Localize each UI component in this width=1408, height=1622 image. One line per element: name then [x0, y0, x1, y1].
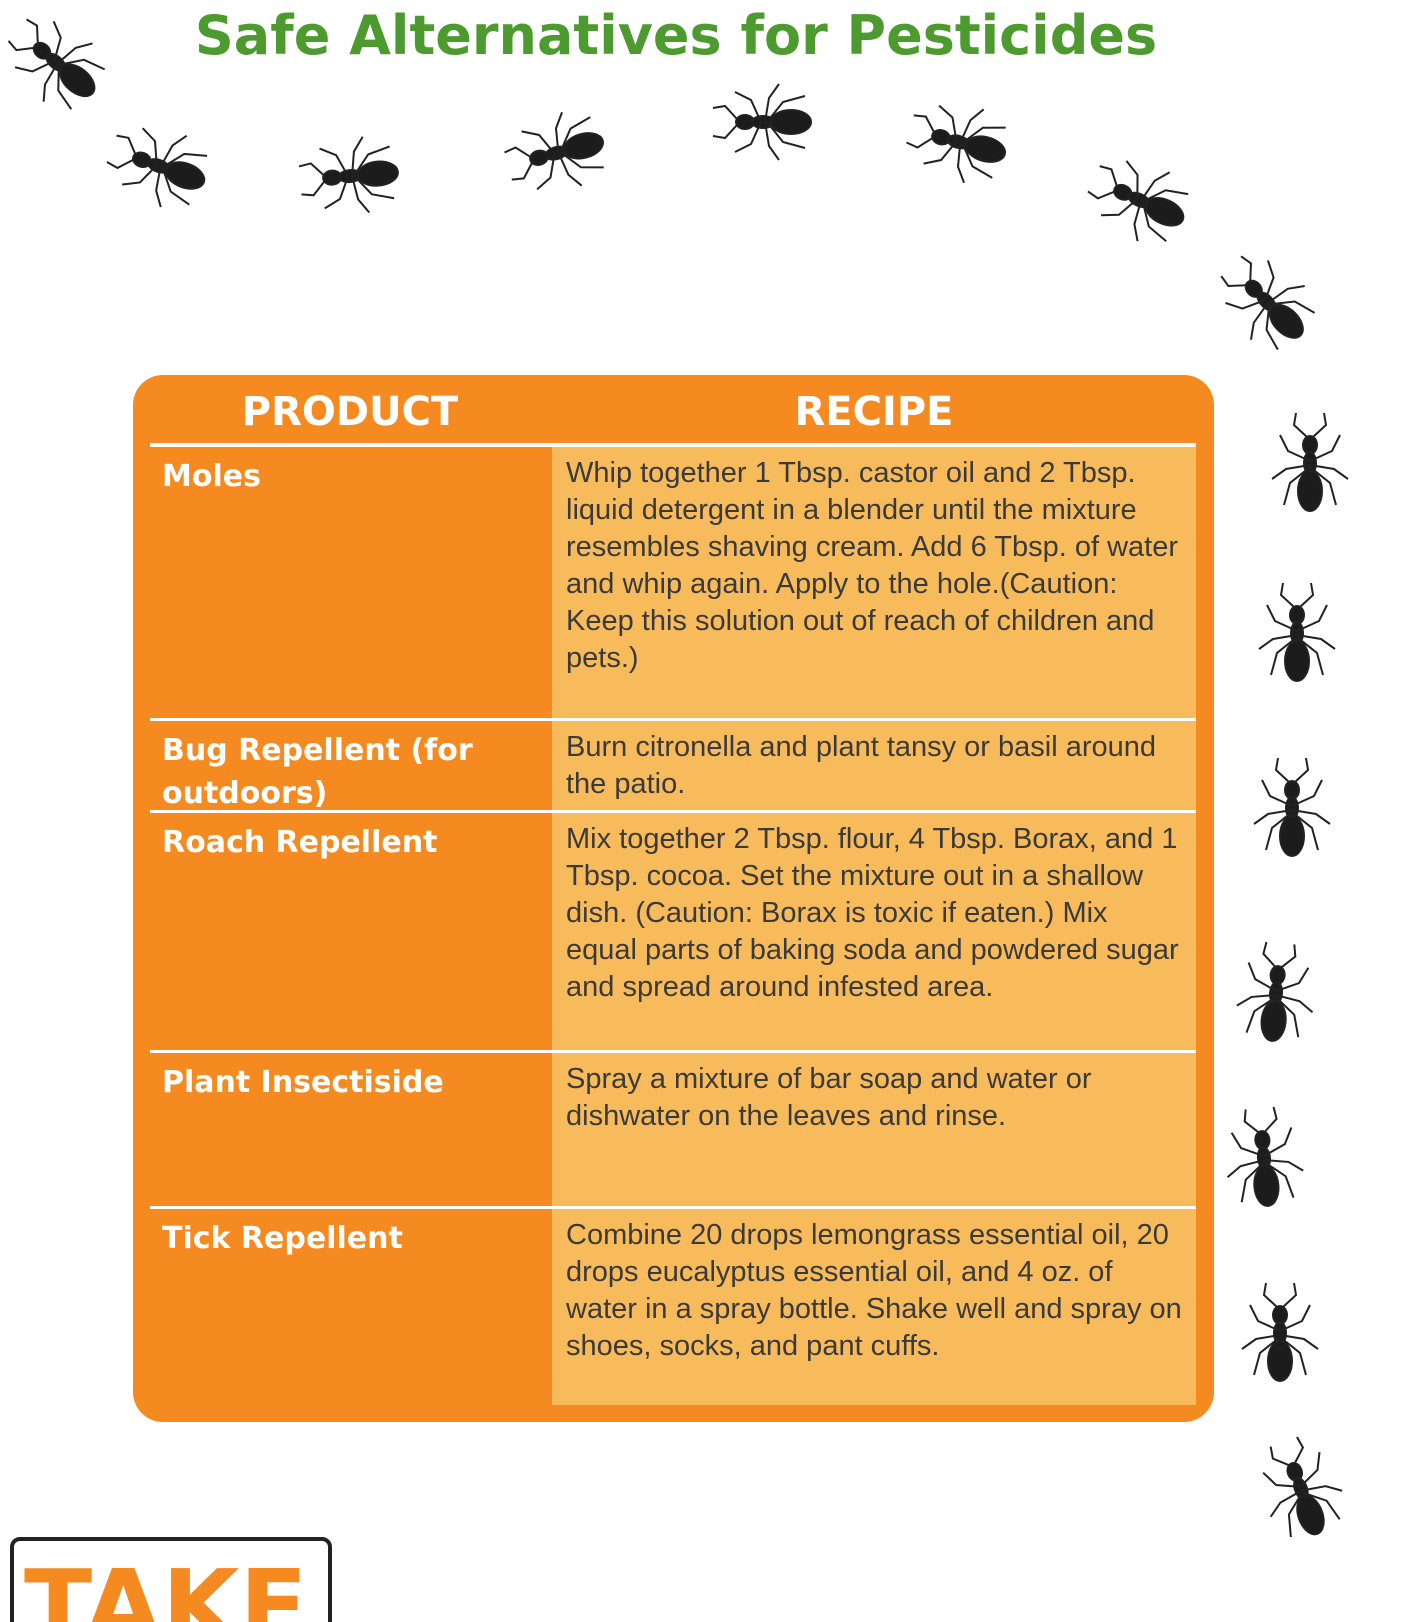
table-row: Bug Repellent (for outdoors) Burn citrone…	[150, 721, 1196, 813]
ant	[1247, 1427, 1355, 1548]
table-row: Plant Insectiside Spray a mixture of bar …	[150, 1053, 1196, 1209]
recipe-cell: Whip together 1 Tbsp. castor oil and 2 T…	[552, 447, 1196, 718]
column-header: PRODUCT	[241, 389, 459, 435]
ant	[1253, 757, 1331, 857]
ant	[1241, 1282, 1319, 1382]
ant	[899, 91, 1016, 193]
ant	[497, 102, 614, 204]
title: Safe Alternatives for Pesticides	[194, 4, 1158, 67]
recipe-cell: Spray a mixture of bar soap and water or…	[552, 1053, 1196, 1206]
ant	[1220, 1103, 1307, 1211]
table-panel: PRODUCT RECIPE Moles Whip together 1 Tbsp…	[133, 375, 1214, 1422]
ant	[1203, 238, 1329, 364]
recipe-cell: Combine 20 drops lemongrass essential oi…	[552, 1209, 1196, 1405]
product-cell: Plant Insectiside	[162, 1065, 444, 1100]
table-row: Tick Repellent Combine 20 drops lemongras…	[150, 1209, 1196, 1405]
column-header: RECIPE	[794, 389, 954, 435]
product-cell: Bug Repellent (for outdoors)	[162, 733, 473, 811]
ant	[1076, 143, 1200, 256]
table-row: Moles Whip together 1 Tbsp. castor oil an…	[150, 447, 1196, 721]
logo-text: TAKE	[24, 1548, 308, 1622]
recipe-cell: Mix together 2 Tbsp. flour, 4 Tbsp. Bora…	[552, 813, 1196, 1050]
ant	[1258, 582, 1336, 682]
table-header: PRODUCT RECIPE	[150, 385, 1196, 447]
ant	[712, 83, 812, 161]
ant	[97, 112, 218, 220]
ant	[1271, 412, 1349, 512]
recipe-cell: Burn citronella and plant tansy or basil…	[552, 721, 1196, 810]
ant	[1233, 938, 1320, 1046]
table-row: Roach Repellent Mix together 2 Tbsp. flou…	[150, 813, 1196, 1053]
logo-box	[10, 1537, 332, 1622]
ant	[295, 133, 403, 220]
logo: TAKE	[10, 1537, 332, 1622]
product-cell: Roach Repellent	[162, 825, 438, 860]
product-cell: Moles	[162, 459, 261, 494]
product-cell: Tick Repellent	[162, 1221, 403, 1256]
